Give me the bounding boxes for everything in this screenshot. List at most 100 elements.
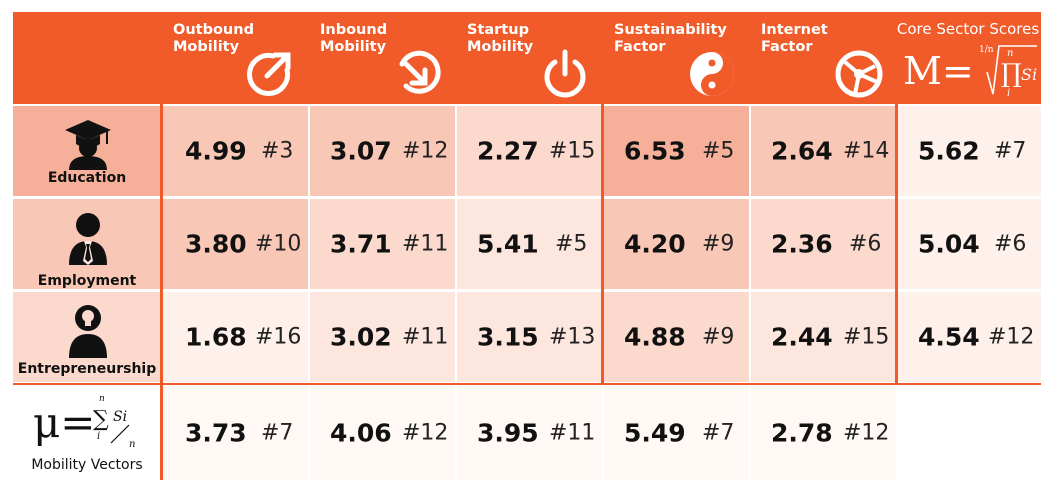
score-rank: #11: [402, 324, 449, 350]
inbound-arrow-icon: [399, 50, 441, 94]
divider-row-headers: [160, 104, 163, 480]
header-inbound-mobility: Inbound Mobility: [310, 12, 456, 104]
score-value: 1.68: [185, 322, 247, 352]
score-rank: #12: [988, 324, 1035, 350]
score-value: 2.27: [477, 136, 539, 166]
score-rank: #12: [843, 420, 890, 445]
header-label: Internet Factor: [761, 22, 828, 55]
graduate-icon: [65, 120, 111, 170]
score-rank: #5: [555, 231, 588, 257]
score-value: 4.99: [185, 136, 247, 166]
score-value: 4.06: [330, 418, 392, 447]
score-rank: #6: [849, 231, 882, 257]
score-rank: #11: [402, 231, 449, 257]
score-rank: #16: [255, 324, 302, 350]
score-value: 5.49: [624, 418, 686, 447]
score-rank: #5: [702, 138, 735, 164]
cell-mobility-internet: 2.78 #12: [751, 385, 896, 480]
score-value: 6.53: [624, 136, 686, 166]
svg-text:∏: ∏: [1001, 59, 1022, 89]
cell-mobility-startup: 3.95 #11: [457, 385, 602, 480]
score-rank: #13: [549, 324, 596, 350]
cell-education-sustainability: 6.53 #5: [604, 106, 749, 196]
cell-education-core: 5.62 #7: [898, 106, 1041, 196]
score-value: 4.54: [918, 322, 980, 352]
score-value: 3.95: [477, 418, 539, 447]
entrepreneur-lightbulb-icon: [69, 305, 107, 358]
formula-root-index: 1/n: [979, 45, 994, 55]
cell-education-startup: 2.27 #15: [457, 106, 602, 196]
cell-mobility-inbound: 4.06 #12: [310, 385, 455, 480]
row-header-education: Education: [13, 106, 161, 196]
header-internet-factor: Internet Factor: [751, 12, 897, 104]
score-value: 5.04: [918, 229, 980, 259]
outbound-arrow-icon: [247, 52, 291, 96]
cell-entrepreneurship-core: 4.54 #12: [898, 292, 1041, 382]
score-value: 3.02: [330, 322, 392, 352]
row-label: Entrepreneurship: [17, 361, 157, 377]
divider-middle: [601, 104, 604, 384]
formula-term: Si: [1021, 65, 1037, 84]
formula-divisor: n: [129, 439, 135, 450]
score-rank: #10: [255, 231, 302, 257]
geometric-mean-formula: M= 1/n n ∏ i Si: [903, 45, 1037, 99]
cell-entrepreneurship-inbound: 3.02 #11: [310, 292, 455, 382]
cell-mobility-outbound: 3.73 #7: [163, 385, 308, 480]
score-rank: #14: [843, 138, 890, 164]
score-value: 2.78: [771, 418, 833, 447]
mobility-score-table: Outbound Mobility Inbound Mobility Start…: [13, 12, 1041, 480]
cell-employment-internet: 2.36 #6: [751, 199, 896, 289]
cell-employment-outbound: 3.80 #10: [163, 199, 308, 289]
score-value: 3.71: [330, 229, 392, 259]
score-value: 2.44: [771, 322, 833, 352]
formula-sum-top: n: [99, 394, 105, 404]
score-rank: #7: [261, 420, 294, 445]
formula-m: M=: [903, 49, 974, 93]
header-label: Outbound Mobility: [173, 22, 254, 55]
header-core-sector-scores: Core Sector Scores M= 1/n n ∏ i Si: [895, 12, 1041, 104]
cell-employment-core: 5.04 #6: [898, 199, 1041, 289]
cell-employment-startup: 5.41 #5: [457, 199, 602, 289]
score-rank: #15: [549, 138, 596, 164]
score-rank: #7: [702, 420, 735, 445]
mobility-vectors-label: Mobility Vectors: [31, 457, 143, 473]
header-startup-mobility: Startup Mobility: [457, 12, 603, 104]
formula-sum-bottom: i: [97, 431, 100, 442]
power-icon: [544, 49, 586, 98]
formula-term: Si: [113, 409, 127, 425]
score-value: 2.64: [771, 136, 833, 166]
score-value: 3.07: [330, 136, 392, 166]
row-header-entrepreneurship: Entrepreneurship: [13, 292, 161, 382]
score-rank: #3: [261, 138, 294, 164]
divider-mobility-row: [13, 383, 1041, 385]
cell-entrepreneurship-sustainability: 4.88 #9: [604, 292, 749, 382]
header-outbound-mobility: Outbound Mobility: [163, 12, 309, 104]
row-label: Employment: [37, 273, 137, 289]
row-header-mobility-vectors: μ= n ∑ i Si n Mobility Vectors: [13, 385, 161, 480]
score-rank: #11: [549, 420, 596, 445]
score-value: 4.20: [624, 229, 686, 259]
score-value: 3.80: [185, 229, 247, 259]
score-value: 5.41: [477, 229, 539, 259]
businessman-icon: [69, 213, 107, 265]
row-header-employment: Employment: [13, 199, 161, 289]
formula-prod-bottom: i: [1007, 88, 1010, 99]
yin-yang-icon: [690, 52, 734, 96]
header-label: Sustainability Factor: [614, 22, 727, 55]
score-value: 3.15: [477, 322, 539, 352]
header-label: Startup Mobility: [467, 22, 534, 55]
divider-core: [895, 104, 898, 384]
score-value: 2.36: [771, 229, 833, 259]
cell-education-inbound: 3.07 #12: [310, 106, 455, 196]
cell-entrepreneurship-internet: 2.44 #15: [751, 292, 896, 382]
globe-network-icon: [835, 50, 883, 98]
cell-mobility-sustainability: 5.49 #7: [604, 385, 749, 480]
formula-mu: μ=: [33, 398, 96, 447]
svg-text:∑: ∑: [93, 407, 109, 432]
score-rank: #6: [994, 231, 1027, 257]
score-rank: #12: [402, 420, 449, 445]
score-value: 3.73: [185, 418, 247, 447]
score-rank: #9: [702, 324, 735, 350]
score-rank: #7: [994, 138, 1027, 164]
cell-education-internet: 2.64 #14: [751, 106, 896, 196]
